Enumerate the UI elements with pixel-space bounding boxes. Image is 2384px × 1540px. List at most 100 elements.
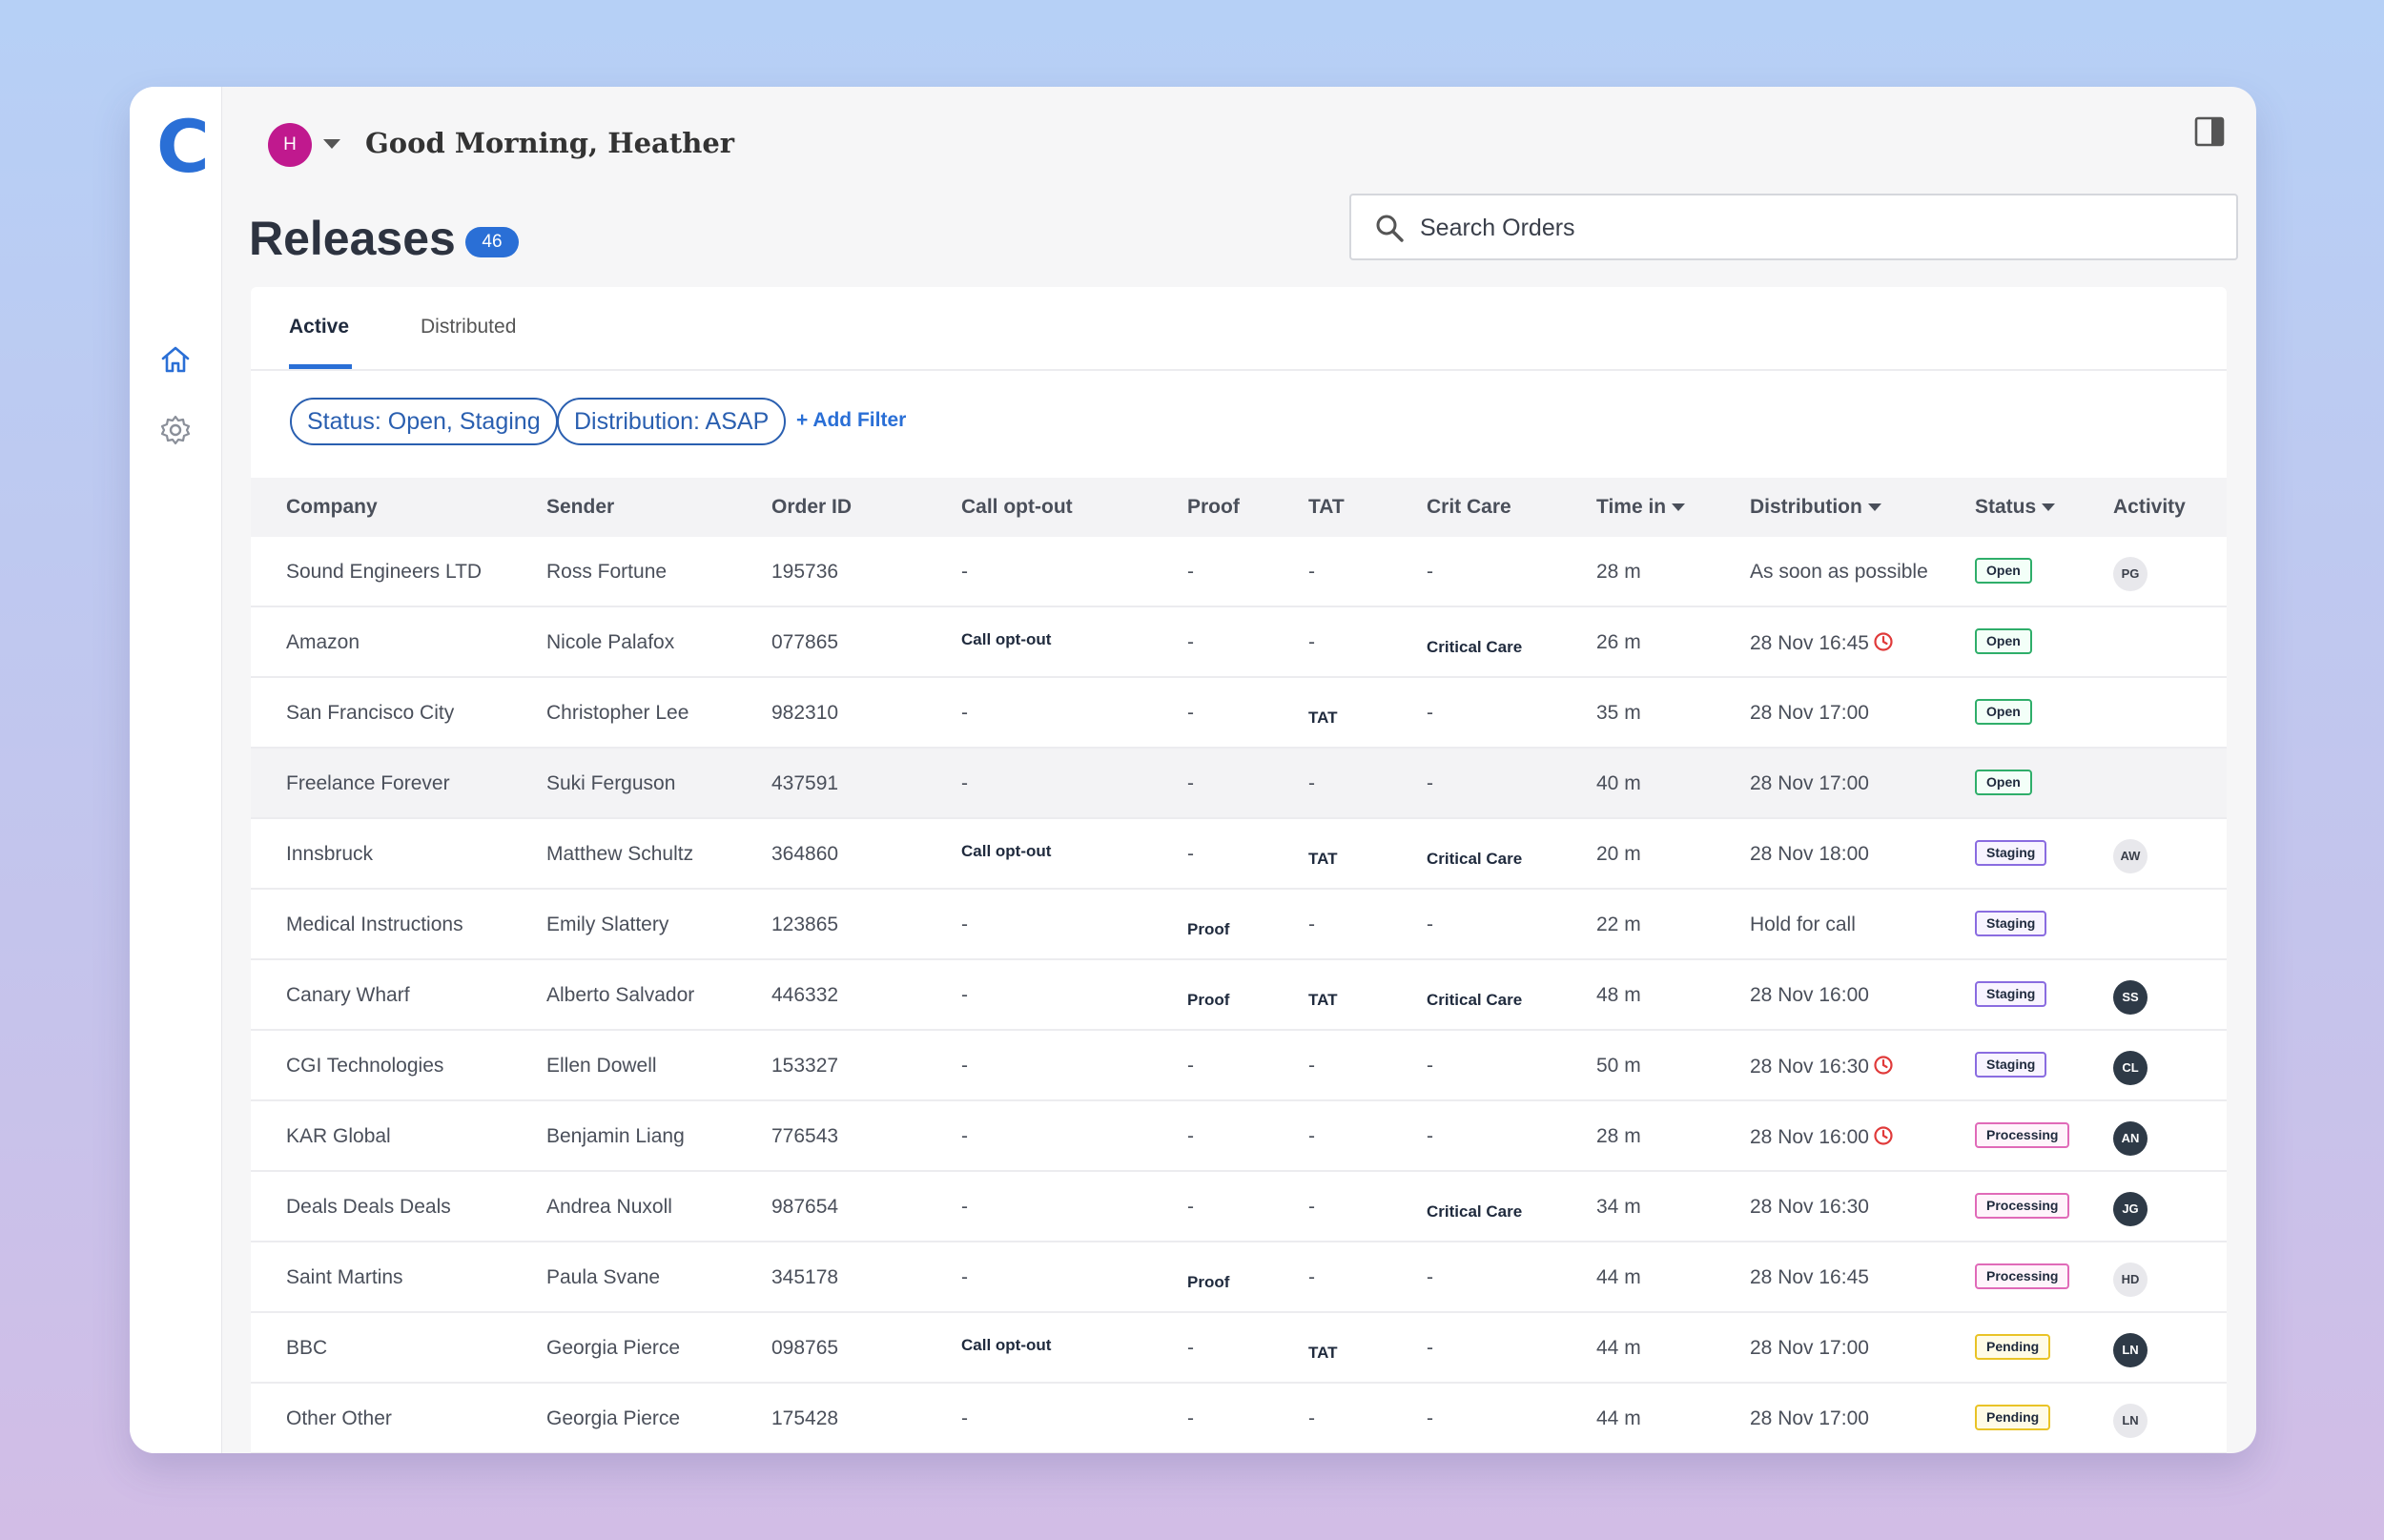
cell-order-id: 195736 [771, 561, 838, 584]
cell-sender-text: Alberto Salvador [546, 984, 695, 1006]
col-status[interactable]: Status [1975, 496, 2056, 519]
cell-distribution: 28 Nov 16:00 [1750, 984, 1869, 1007]
col-crit-care[interactable]: Crit Care [1427, 496, 1511, 518]
cell-company-text: Other Other [286, 1407, 392, 1429]
cell-call-opt-out: Call opt-out [961, 1336, 1051, 1355]
cell-call-opt-out-text: - [961, 984, 968, 1006]
table-row[interactable]: Amazon Nicole Palafox 077865 Call opt-out - -… [251, 607, 2227, 678]
search-input[interactable] [1420, 207, 2202, 249]
table-row[interactable]: Other Other Georgia Pierce 175428 - - - - 44 m 2… [251, 1384, 2227, 1453]
status-badge: Open [1975, 699, 2032, 725]
clock-icon [1874, 1126, 1893, 1145]
cell-company: Canary Wharf [286, 984, 410, 1007]
table-row[interactable]: Innsbruck Matthew Schultz 364860 Call opt-o… [251, 819, 2227, 890]
cell-crit-care: - [1427, 702, 1433, 725]
col-activity[interactable]: Activity [2113, 496, 2186, 518]
gear-icon[interactable] [158, 413, 193, 447]
col-tat[interactable]: TAT [1308, 496, 1345, 518]
activity-avatar[interactable]: LN [2113, 1404, 2148, 1438]
activity-avatar[interactable]: HD [2113, 1263, 2148, 1297]
cell-call-opt-out-text: Call opt-out [961, 1336, 1052, 1354]
col-order-id[interactable]: Order ID [771, 496, 853, 518]
col-call-opt-out[interactable]: Call opt-out [961, 496, 1073, 518]
cell-call-opt-out-text: - [961, 772, 968, 794]
cell-company: BBC [286, 1337, 327, 1360]
cell-order-id: 446332 [771, 984, 838, 1007]
cell-proof: - [1187, 843, 1194, 866]
cell-crit-care: - [1427, 1266, 1433, 1289]
cell-call-opt-out: - [961, 1266, 968, 1289]
cell-proof-text: - [1187, 631, 1194, 653]
cell-time-in: 50 m [1596, 1055, 1641, 1078]
status-badge: Processing [1975, 1263, 2070, 1289]
cell-time-in-text: 44 m [1596, 1337, 1641, 1359]
table-row[interactable]: Sound Engineers LTD Ross Fortune 195736 - - -… [251, 537, 2227, 607]
table-row[interactable]: Freelance Forever Suki Ferguson 437591 - - - -… [251, 749, 2227, 819]
cell-proof-text: - [1187, 702, 1194, 724]
activity-avatar[interactable]: JG [2113, 1192, 2148, 1226]
status-badge: Processing [1975, 1122, 2070, 1148]
table-row[interactable]: BBC Georgia Pierce 098765 Call opt-out - TAT -… [251, 1313, 2227, 1384]
filter-chip-distribution[interactable]: Distribution: ASAP [557, 398, 787, 445]
activity-avatar[interactable]: AN [2113, 1121, 2148, 1156]
cell-distribution-text: 28 Nov 16:45 [1750, 1266, 1869, 1288]
cell-order-id-text: 098765 [771, 1337, 839, 1359]
table-row[interactable]: Deals Deals Deals Andrea Nuxoll 987654 - - - C… [251, 1172, 2227, 1242]
cell-crit-care: - [1427, 1337, 1433, 1360]
cell-tat: - [1308, 1125, 1315, 1148]
col-time-in[interactable]: Time in [1596, 496, 1686, 519]
cell-company-text: Saint Martins [286, 1266, 403, 1288]
releases-card: Active Distributed Status: Open, Staging… [251, 287, 2227, 1453]
cell-order-id-text: 175428 [771, 1407, 839, 1429]
table-body: Sound Engineers LTD Ross Fortune 195736 - - -… [251, 537, 2227, 1453]
cell-time-in-text: 40 m [1596, 772, 1641, 794]
status-badge: Open [1975, 628, 2032, 654]
filter-chip-status[interactable]: Status: Open, Staging [290, 398, 558, 445]
table-row[interactable]: CGI Technologies Ellen Dowell 153327 - - - - 50… [251, 1031, 2227, 1101]
cell-call-opt-out-text: - [961, 561, 968, 583]
tab-active[interactable]: Active [289, 316, 350, 338]
sort-caret-icon [1867, 503, 1881, 512]
cell-crit-care-text: - [1427, 1337, 1433, 1359]
cell-order-id-text: 364860 [771, 843, 839, 865]
cell-company: San Francisco City [286, 702, 454, 725]
cell-proof: Proof [1187, 1273, 1229, 1292]
table-row[interactable]: Saint Martins Paula Svane 345178 - Proof - - 44… [251, 1242, 2227, 1313]
activity-avatar[interactable]: PG [2113, 557, 2148, 591]
status-badge: Processing [1975, 1193, 2070, 1219]
cell-company: Medical Instructions [286, 914, 463, 936]
cell-crit-care: Critical Care [1427, 991, 1522, 1010]
cell-time-in: 44 m [1596, 1407, 1641, 1430]
cell-sender: Christopher Lee [546, 702, 688, 725]
table-row[interactable]: San Francisco City Christopher Lee 982310 -… [251, 678, 2227, 749]
search-box[interactable] [1349, 194, 2238, 260]
activity-avatar[interactable]: CL [2113, 1051, 2148, 1085]
tab-distributed[interactable]: Distributed [421, 316, 517, 338]
cell-call-opt-out: Call opt-out [961, 630, 1051, 649]
cell-time-in-text: 28 m [1596, 1125, 1641, 1147]
activity-avatar[interactable]: SS [2113, 980, 2148, 1015]
home-icon[interactable] [158, 342, 193, 377]
cell-tat: - [1308, 1055, 1315, 1078]
cell-time-in: 22 m [1596, 914, 1641, 936]
col-sender[interactable]: Sender [546, 496, 615, 518]
col-distribution[interactable]: Distribution [1750, 496, 1881, 519]
cell-company-text: San Francisco City [286, 702, 455, 724]
table-row[interactable]: Canary Wharf Alberto Salvador 446332 - Proof… [251, 960, 2227, 1031]
activity-avatar[interactable]: AW [2113, 839, 2148, 873]
col-proof[interactable]: Proof [1187, 496, 1240, 518]
user-avatar[interactable]: H [268, 123, 312, 167]
chevron-down-icon[interactable] [323, 139, 340, 149]
cell-company-text: Sound Engineers LTD [286, 561, 483, 583]
sort-caret-icon [2042, 503, 2056, 512]
app-logo[interactable]: C [156, 104, 210, 189]
table-row[interactable]: KAR Global Benjamin Liang 776543 - - - - 28 m 28… [251, 1101, 2227, 1172]
add-filter-button[interactable]: + Add Filter [796, 409, 907, 431]
col-company[interactable]: Company [286, 496, 378, 518]
cell-order-id-text: 982310 [771, 702, 839, 724]
cell-call-opt-out: - [961, 702, 968, 725]
cell-crit-care-text: - [1427, 1266, 1433, 1288]
activity-avatar[interactable]: LN [2113, 1333, 2148, 1367]
panel-toggle-icon[interactable] [2193, 115, 2226, 148]
table-row[interactable]: Medical Instructions Emily Slattery 123865… [251, 890, 2227, 960]
